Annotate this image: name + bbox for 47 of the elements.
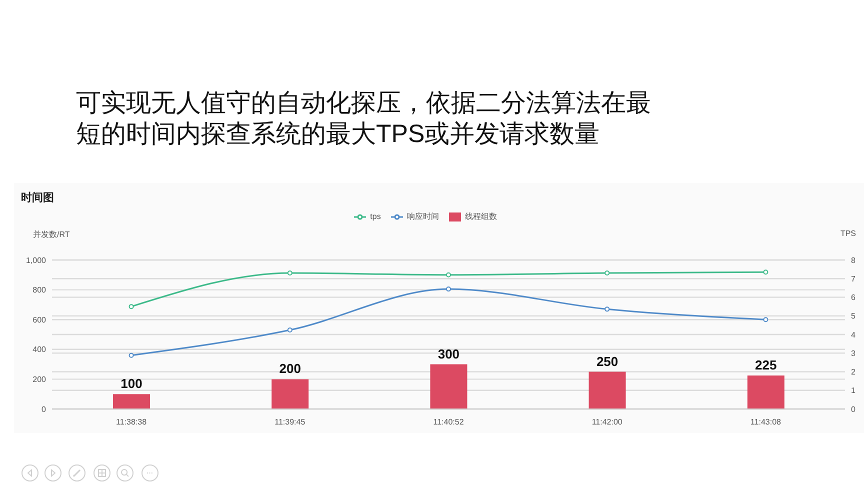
legend-label: tps (370, 212, 381, 222)
data-label: 250 (596, 354, 618, 369)
y2-axis-title: TPS (840, 229, 856, 238)
legend-label: 线程组数 (464, 212, 497, 222)
point (128, 304, 134, 310)
x-tick-label: 11:38:38 (116, 418, 148, 427)
y2-tick-label: 5 (851, 312, 856, 321)
x-tick-label: 11:40:52 (433, 418, 464, 427)
x-tick-label: 11:43:08 (750, 418, 782, 427)
point (763, 270, 768, 275)
bar (113, 394, 150, 409)
y2-tick-label: 8 (851, 256, 856, 265)
point (128, 352, 134, 358)
y2-tick-label: 3 (851, 348, 856, 358)
data-label: 200 (279, 361, 301, 376)
y-tick-label: 1,000 (26, 256, 47, 265)
point (604, 270, 610, 276)
point (446, 272, 451, 278)
point (446, 286, 451, 292)
data-label: 300 (438, 346, 460, 362)
y2-tick-label: 1 (851, 386, 856, 396)
y2-tick-label: 4 (851, 330, 856, 340)
chart-title: 可实现无人值守的自动化探压，依据二分法算法在最短的时间内探查系统的最大TPS或并发请求数量 (76, 88, 652, 150)
y-tick-label: 600 (32, 315, 47, 324)
bar (588, 372, 626, 409)
chart-subtitle: 时间图 (21, 190, 54, 205)
y-tick-label: 0 (42, 404, 47, 414)
y-tick-label: 800 (32, 286, 47, 295)
y2-tick-label: 7 (851, 274, 856, 284)
point (763, 317, 768, 322)
y-tick-label: 200 (32, 375, 47, 384)
x-tick-label: 11:39:45 (274, 418, 306, 427)
x-tick-label: 11:42:00 (592, 418, 623, 427)
legend-label: 响应时间 (406, 212, 439, 222)
y2-tick-label: 0 (851, 404, 856, 414)
bar (747, 375, 784, 409)
y2-tick-label: 6 (851, 293, 856, 302)
y-tick-label: 400 (32, 345, 47, 354)
data-label: 100 (120, 376, 142, 392)
point (604, 306, 610, 312)
bar (272, 379, 309, 409)
bar (430, 364, 468, 409)
point (287, 328, 292, 333)
y-axis-title: 并发数/RT (33, 229, 70, 240)
point (287, 270, 292, 276)
data-label: 225 (755, 357, 777, 372)
y2-tick-label: 2 (851, 368, 856, 377)
